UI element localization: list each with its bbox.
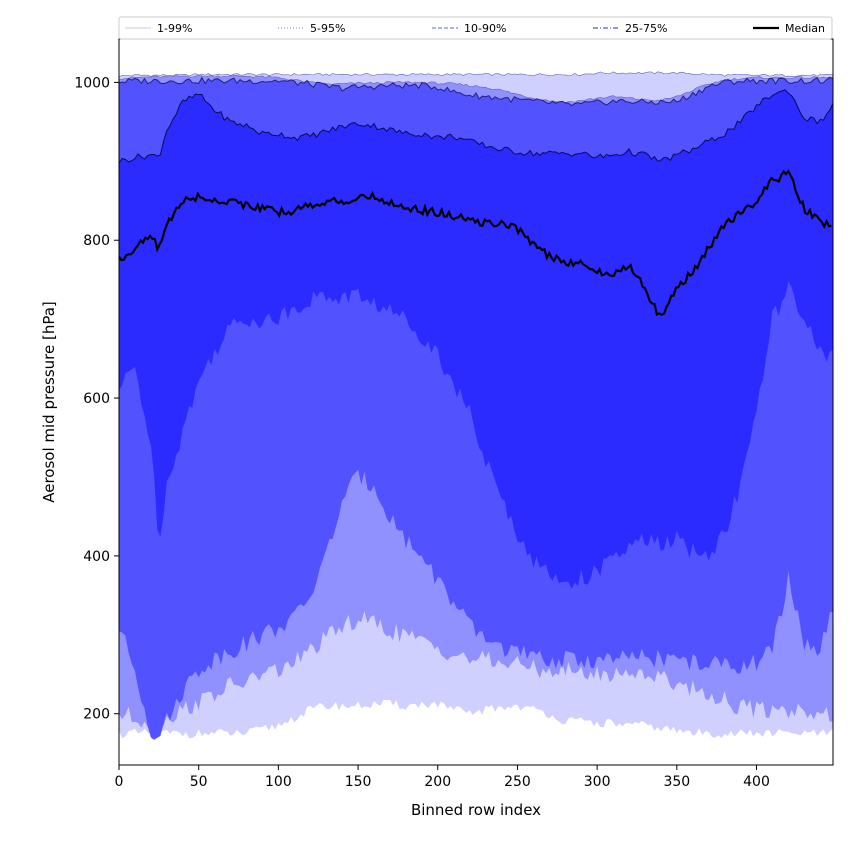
legend-label: 10-90% (464, 22, 506, 35)
band-25-75pct (119, 89, 833, 589)
x-tick-label: 350 (663, 774, 690, 790)
y-axis: 200 400 600 800 1000 (74, 75, 119, 723)
y-tick-label: 400 (83, 549, 110, 565)
y-tick-label: 600 (83, 391, 110, 407)
x-tick-label: 300 (584, 774, 611, 790)
x-tick-label: 50 (190, 774, 208, 790)
legend-box (118, 16, 833, 40)
x-axis: 0 50 100 150 200 250 300 350 400 (115, 765, 770, 790)
band-upper-edge-5-95pct (119, 74, 833, 103)
y-tick-label: 800 (83, 233, 110, 249)
band-upper-edge-10-90pct (119, 76, 833, 107)
x-axis-label: Binned row index (411, 801, 541, 819)
legend-label: Median (785, 22, 825, 35)
plot-area (119, 71, 833, 740)
y-tick-label: 1000 (74, 75, 110, 91)
x-tick-label: 400 (743, 774, 770, 790)
x-tick-label: 200 (424, 774, 451, 790)
x-tick-label: 250 (504, 774, 531, 790)
x-tick-label: 0 (115, 774, 124, 790)
y-axis-label: Aerosol mid pressure [hPa] (40, 301, 58, 503)
x-tick-label: 100 (265, 774, 292, 790)
x-tick-label: 150 (345, 774, 372, 790)
legend: 1-99% 5-95% 10-90% 25-75% Median (118, 16, 833, 40)
band-upper-edge-1-99pct (119, 71, 833, 78)
y-tick-label: 200 (83, 707, 110, 723)
legend-label: 25-75% (625, 22, 667, 35)
legend-label: 1-99% (157, 22, 192, 35)
median-line (119, 169, 832, 317)
legend-label: 5-95% (310, 22, 345, 35)
band-upper-edge-25-75pct (119, 89, 833, 164)
